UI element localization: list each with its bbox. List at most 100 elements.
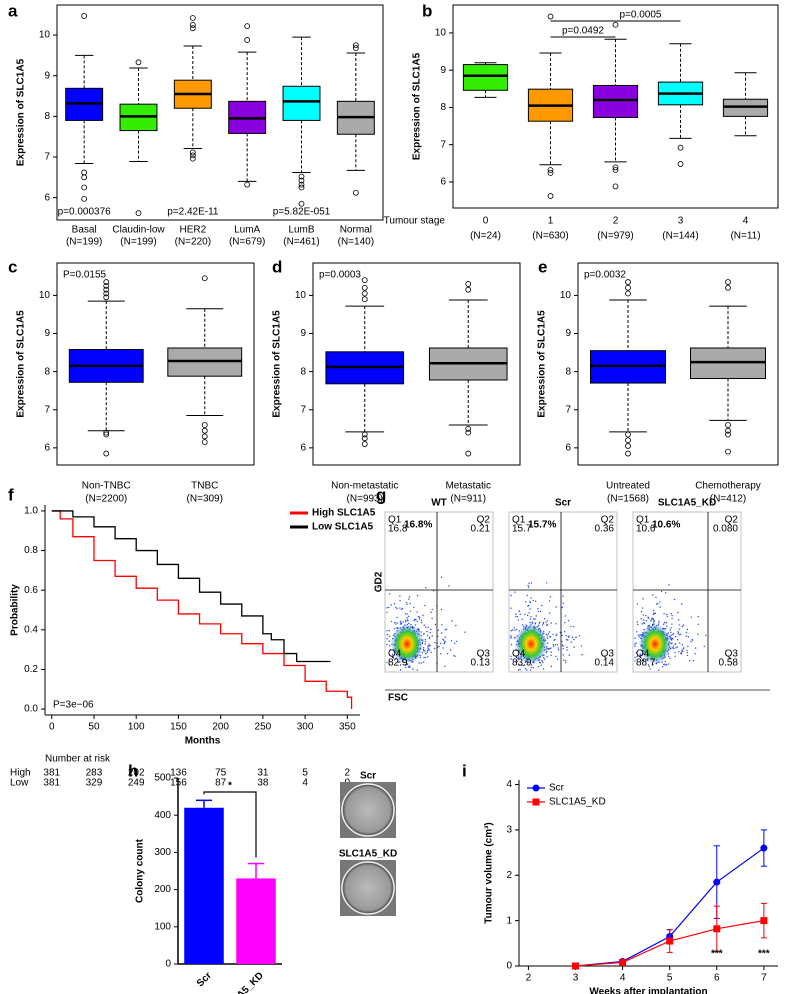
event-dot [571, 636, 574, 639]
x-tick-label: Non-TNBC [82, 481, 131, 492]
y-tick-label: 10 [39, 30, 51, 41]
quadrant-value: 10.6 [636, 524, 656, 535]
event-dot [427, 645, 429, 647]
outlier [135, 59, 142, 66]
event-dot [388, 664, 391, 666]
y-tick-label: 8 [44, 366, 50, 377]
outlier [189, 155, 196, 162]
event-dot [681, 625, 684, 628]
event-dot [671, 623, 673, 625]
event-dot [404, 613, 407, 615]
x-tick-label: HER2 [179, 225, 206, 236]
event-dot [416, 669, 418, 671]
outlier [189, 25, 196, 32]
outlier [361, 290, 368, 297]
legend-marker [532, 798, 540, 806]
event-dot [635, 642, 637, 644]
risk-value: 249 [128, 778, 145, 789]
event-dot [440, 608, 443, 611]
marker [760, 844, 768, 852]
outlier [625, 431, 631, 438]
y-tick-label: 7 [440, 139, 446, 150]
y-tick-label: 500 [154, 773, 171, 784]
event-dot [640, 660, 642, 662]
event-dot [546, 620, 549, 622]
event-dot [422, 648, 425, 651]
event-dot [429, 645, 431, 647]
x-tick-label: 150 [170, 722, 187, 733]
event-dot [388, 640, 390, 642]
x-tick-label: 0 [483, 216, 489, 227]
event-dot [639, 653, 641, 655]
event-dot [441, 624, 443, 626]
risk-value: 381 [43, 768, 60, 779]
q1-percent: 10.6% [652, 520, 680, 531]
outlier [201, 427, 208, 434]
event-dot [440, 632, 443, 634]
comparison-label: p=0.0492 [562, 26, 604, 37]
event-dot [388, 635, 391, 638]
y-tick-label: 9 [440, 65, 446, 76]
event-dot [434, 623, 437, 626]
event-dot [641, 623, 644, 625]
event-dot [428, 643, 430, 645]
category-count: (N=199) [66, 237, 102, 248]
event-dot [659, 606, 661, 608]
x-tick-label: Metastatic [445, 481, 491, 492]
event-dot [517, 619, 520, 621]
event-dot [510, 636, 512, 639]
event-dot [678, 634, 680, 636]
event-dot [531, 621, 533, 623]
event-dot [552, 643, 554, 646]
event-dot [686, 649, 688, 651]
y-tick-label: 0.8 [24, 545, 38, 556]
event-dot [445, 628, 448, 630]
quadrant-value: 0.14 [595, 658, 615, 669]
plot-frame [56, 262, 255, 466]
event-dot [676, 646, 679, 648]
event-dot [510, 658, 513, 660]
event-dot [534, 622, 537, 624]
event-dot [548, 631, 551, 633]
marker [619, 958, 627, 966]
category-count: (N=2200) [85, 494, 127, 505]
event-dot [546, 656, 548, 658]
y-tick-label: 3 [506, 825, 512, 836]
marker [572, 962, 580, 970]
event-dot [532, 618, 535, 620]
event-dot [541, 659, 543, 662]
y-tick-label: 1.0 [24, 506, 38, 517]
outlier [298, 177, 305, 184]
event-dot [549, 647, 551, 650]
event-dot [525, 601, 527, 603]
outlier [625, 290, 631, 297]
event-dot [671, 614, 673, 617]
event-dot [550, 651, 552, 653]
y-tick-label: 9 [44, 70, 50, 81]
event-dot [454, 642, 456, 644]
quadrant-name: Q1 [636, 515, 650, 526]
event-dot [399, 607, 401, 609]
event-dot [397, 661, 399, 663]
x-tick-label: 3 [678, 216, 684, 227]
event-dot [546, 635, 549, 637]
y-tick-label: 9 [44, 328, 50, 339]
event-dot [386, 638, 388, 640]
event-dot [418, 662, 420, 664]
outlier [201, 422, 208, 428]
y-tick-label: 8 [440, 102, 446, 113]
event-dot [672, 633, 675, 635]
event-dot [442, 647, 444, 649]
outlier [547, 193, 554, 199]
y-tick-label: 0 [165, 959, 171, 970]
category-count: (N=309) [187, 494, 223, 505]
event-dot [641, 607, 644, 609]
risk-value: 202 [128, 768, 145, 779]
event-dot [640, 611, 643, 613]
event-dot [510, 655, 512, 658]
event-dot [636, 631, 638, 633]
event-dot [652, 609, 655, 612]
event-dot [547, 648, 549, 650]
event-dot [408, 622, 410, 625]
event-dot [535, 615, 537, 617]
